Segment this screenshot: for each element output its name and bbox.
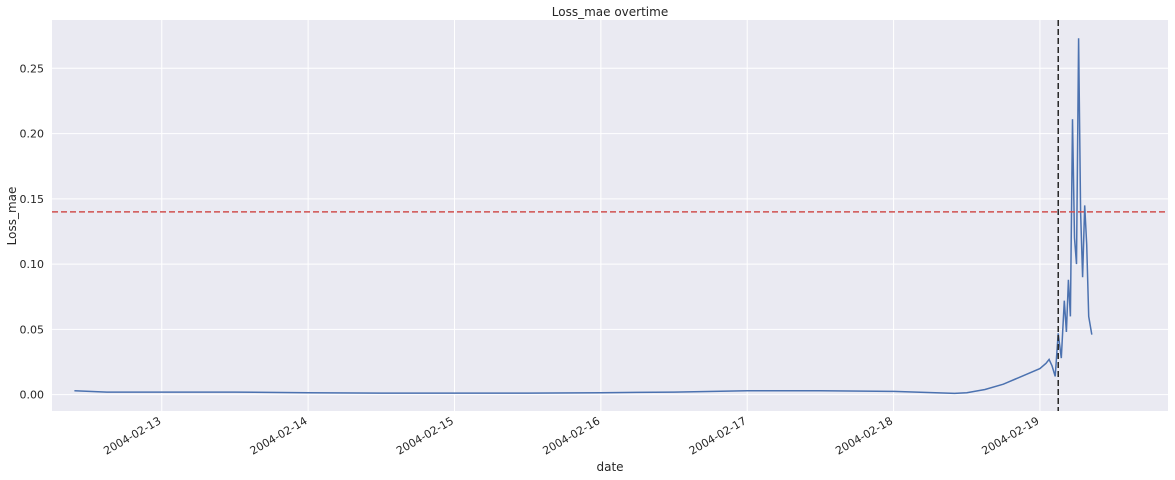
grid-lines bbox=[52, 20, 1168, 411]
x-tick-label: 2004-02-17 bbox=[687, 414, 749, 457]
x-tick-label: 2004-02-13 bbox=[101, 414, 163, 457]
x-tick-label: 2004-02-19 bbox=[980, 414, 1042, 457]
y-tick-label: 0.25 bbox=[20, 62, 45, 75]
y-tick-label: 0.20 bbox=[20, 128, 45, 141]
y-axis-label: Loss_mae bbox=[5, 187, 19, 246]
x-tick-label: 2004-02-18 bbox=[833, 414, 895, 457]
x-tick-label: 2004-02-14 bbox=[248, 414, 310, 457]
y-tick-label: 0.10 bbox=[20, 258, 45, 271]
y-tick-label: 0.15 bbox=[20, 193, 45, 206]
chart-title: Loss_mae overtime bbox=[552, 5, 668, 19]
y-axis-ticks: 0.00 0.05 0.10 0.15 0.20 0.25 bbox=[20, 62, 45, 401]
y-tick-label: 0.05 bbox=[20, 323, 45, 336]
plot-background bbox=[52, 20, 1168, 411]
x-tick-label: 2004-02-15 bbox=[394, 414, 456, 457]
x-axis-label: date bbox=[596, 460, 623, 474]
y-tick-label: 0.00 bbox=[20, 389, 45, 402]
x-tick-label: 2004-02-16 bbox=[540, 414, 602, 457]
loss-mae-series-line bbox=[74, 38, 1093, 395]
x-axis-ticks: 2004-02-13 2004-02-14 2004-02-15 2004-02-16… bbox=[101, 414, 1041, 457]
